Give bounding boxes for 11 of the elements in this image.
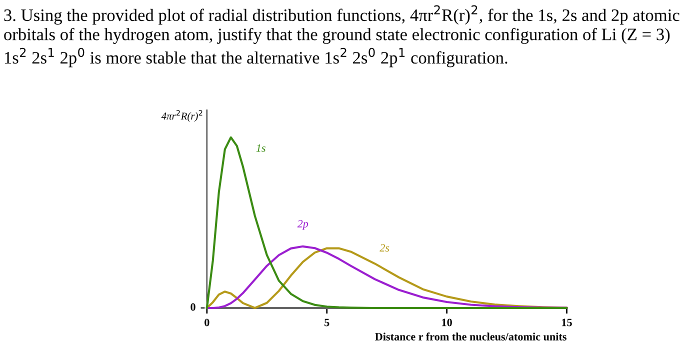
series-label: 2p <box>297 220 308 230</box>
text: 0 <box>190 303 196 311</box>
series-label: 1s <box>256 144 266 152</box>
series-label: 2s <box>380 244 390 252</box>
y-axis-title: 4πr$^{2}$R(r)$^{2}$ <box>161 110 202 122</box>
x-tick-label: 0 <box>204 318 210 326</box>
x-tick-label: 15 <box>562 318 572 326</box>
chart-title: 3. Using the provided plot of radial distribution functions, 4πr$^{2}$R(r)$^{2}$, for the 1s, 2s and 2p atomic orbitals of the hydrogen atom, justify that the ground state electronic configuration of Li (Z = 3) 1s$^{2}$ 2s$^{1}$ 2p$^{0}$ is more stable that the alternative 1s$^{2}$ 2s$^{0}$ 2p$^{1}$ configuration. <box>4 5 680 68</box>
x-axis-title: Distance r from the nucleus/atomic units <box>375 332 566 340</box>
x-tick-label: 5 <box>324 318 330 326</box>
x-tick-label: 10 <box>442 318 452 326</box>
